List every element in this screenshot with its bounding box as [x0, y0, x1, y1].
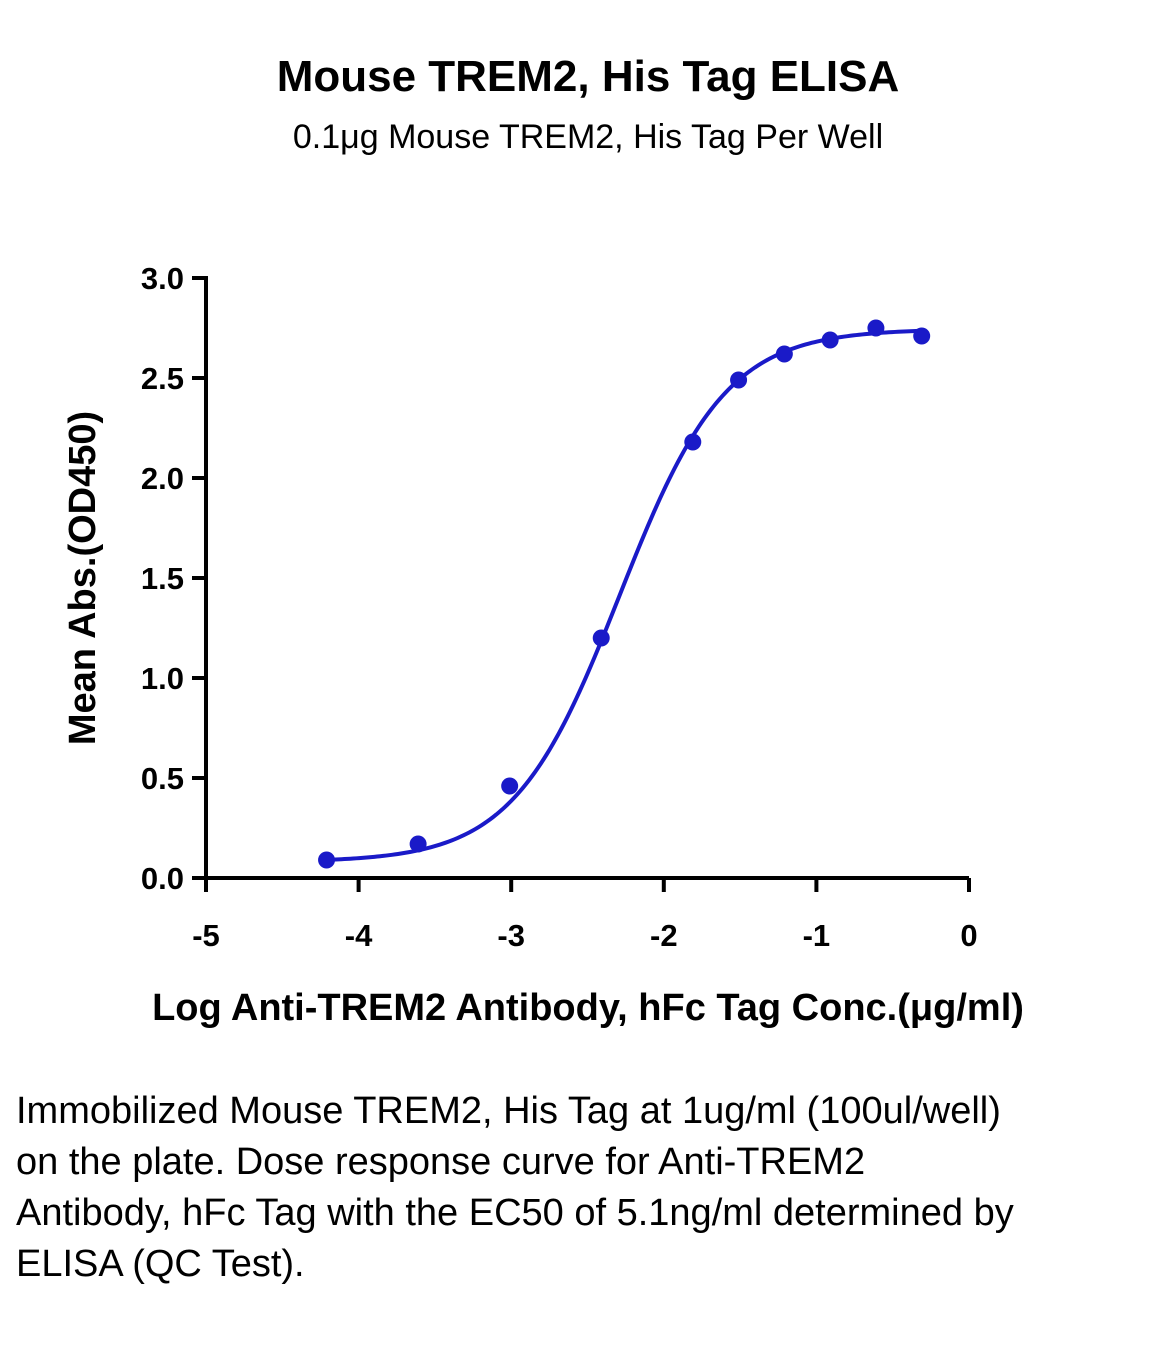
data-point: [318, 851, 336, 869]
x-tick-label: -1: [803, 918, 831, 953]
data-point: [592, 629, 610, 647]
data-point: [730, 371, 748, 389]
chart-subtitle: 0.1μg Mouse TREM2, His Tag Per Well: [292, 118, 884, 156]
data-point: [913, 327, 931, 345]
data-points: [318, 319, 931, 869]
axes: [204, 276, 969, 880]
data-point: [501, 777, 519, 795]
elisa-chart: -5 -4 -3 -2 -1 0 0.0 0.5 1.0 1.5 2.0 2.5 3.0 Log Ant…: [62, 261, 1024, 1029]
data-point: [409, 835, 427, 853]
y-tick-label: 3.0: [141, 261, 184, 296]
x-tick-label: -5: [192, 918, 220, 953]
data-point: [684, 433, 702, 451]
y-axis-title: Mean Abs.(OD450): [62, 411, 104, 745]
y-tick-label: 2.0: [141, 461, 184, 496]
y-tick-label: 0.0: [141, 861, 184, 896]
x-tick-label: 0: [960, 918, 977, 953]
data-point: [821, 331, 839, 349]
y-tick-label: 1.5: [141, 561, 184, 596]
x-tick-label: -2: [650, 918, 678, 953]
data-point: [867, 319, 885, 337]
chart-title: Mouse TREM2, His Tag ELISA: [276, 52, 900, 101]
x-tick-label: -3: [497, 918, 525, 953]
fit-curve: [326, 328, 922, 862]
x-axis-title: Log Anti-TREM2 Antibody, hFc Tag Conc.(μ…: [152, 987, 1024, 1029]
ticks: -5 -4 -3 -2 -1 0 0.0 0.5 1.0 1.5 2.0 2.5 3.0: [141, 261, 978, 953]
y-tick-label: 0.5: [141, 761, 184, 796]
fit-curve-layer: [326, 328, 922, 862]
data-point: [775, 345, 793, 363]
x-tick-label: -4: [345, 918, 373, 953]
figure-caption: Immobilized Mouse TREM2, His Tag at 1ug/…: [16, 1090, 1014, 1285]
y-tick-label: 2.5: [141, 361, 184, 396]
y-tick-label: 1.0: [141, 661, 184, 696]
